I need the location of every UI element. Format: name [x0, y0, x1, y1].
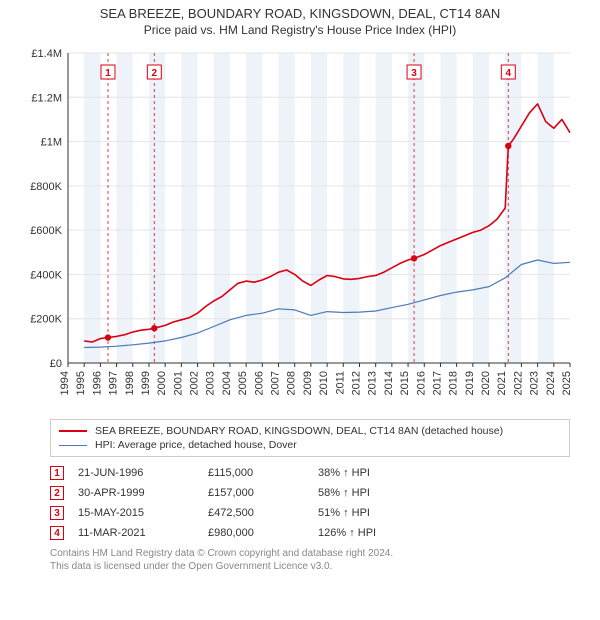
svg-text:1: 1: [105, 68, 111, 79]
legend-item: SEA BREEZE, BOUNDARY ROAD, KINGSDOWN, DE…: [59, 424, 561, 438]
svg-text:2003: 2003: [205, 371, 217, 395]
legend-swatch: [59, 430, 87, 432]
svg-text:1995: 1995: [75, 371, 87, 395]
svg-text:2008: 2008: [286, 371, 298, 395]
price-chart-svg: £0 £200K £400K £600K £800K £1M £1.2M £1.4M 1 2 3 4 1…: [20, 43, 580, 413]
sale-delta: 58% ↑ HPI: [318, 487, 458, 499]
svg-text:2023: 2023: [529, 371, 541, 395]
sale-marker: 1: [50, 466, 64, 480]
svg-text:2021: 2021: [496, 371, 508, 395]
svg-text:£1.4M: £1.4M: [31, 48, 62, 60]
svg-text:2000: 2000: [156, 371, 168, 395]
legend: SEA BREEZE, BOUNDARY ROAD, KINGSDOWN, DE…: [50, 419, 570, 457]
svg-text:2002: 2002: [189, 371, 201, 395]
sale-row: 2 30-APR-1999£157,00058% ↑ HPI: [50, 483, 570, 503]
sale-price: £980,000: [208, 527, 318, 539]
chart-title: SEA BREEZE, BOUNDARY ROAD, KINGSDOWN, DE…: [10, 6, 590, 21]
sale-date: 30-APR-1999: [78, 487, 208, 499]
svg-text:3: 3: [411, 68, 417, 79]
sale-date: 15-MAY-2015: [78, 507, 208, 519]
sale-row: 4 11-MAR-2021£980,000126% ↑ HPI: [50, 523, 570, 543]
svg-text:£1.2M: £1.2M: [31, 92, 62, 104]
svg-text:2016: 2016: [415, 371, 427, 395]
svg-text:2007: 2007: [270, 371, 282, 395]
chart-subtitle: Price paid vs. HM Land Registry's House …: [10, 23, 590, 37]
svg-text:2006: 2006: [253, 371, 265, 395]
chart-area: £0 £200K £400K £600K £800K £1M £1.2M £1.4M 1 2 3 4 1…: [20, 43, 580, 413]
svg-text:1994: 1994: [59, 371, 71, 395]
footer-attribution: Contains HM Land Registry data © Crown c…: [50, 547, 570, 573]
sale-marker: 2: [50, 486, 64, 500]
svg-text:£400K: £400K: [30, 269, 62, 281]
svg-text:£600K: £600K: [30, 225, 62, 237]
svg-text:2024: 2024: [545, 371, 557, 395]
svg-text:1996: 1996: [91, 371, 103, 395]
svg-text:4: 4: [506, 68, 512, 79]
svg-text:2020: 2020: [480, 371, 492, 395]
footer-line-1: Contains HM Land Registry data © Crown c…: [50, 547, 570, 560]
sale-price: £115,000: [208, 467, 318, 479]
sale-delta: 38% ↑ HPI: [318, 467, 458, 479]
sale-delta: 51% ↑ HPI: [318, 507, 458, 519]
sale-price: £157,000: [208, 487, 318, 499]
legend-label: SEA BREEZE, BOUNDARY ROAD, KINGSDOWN, DE…: [95, 425, 503, 437]
svg-text:2: 2: [152, 68, 158, 79]
legend-swatch: [59, 445, 87, 446]
sale-marker: 3: [50, 506, 64, 520]
svg-text:2004: 2004: [221, 371, 233, 395]
footer-line-2: This data is licensed under the Open Gov…: [50, 560, 570, 573]
svg-text:2014: 2014: [383, 371, 395, 395]
svg-text:£800K: £800K: [30, 181, 62, 193]
svg-text:2018: 2018: [448, 371, 460, 395]
sale-delta: 126% ↑ HPI: [318, 527, 458, 539]
svg-text:2001: 2001: [172, 371, 184, 395]
sale-marker: 4: [50, 526, 64, 540]
svg-text:1999: 1999: [140, 371, 152, 395]
svg-text:1997: 1997: [108, 371, 120, 395]
sale-date: 11-MAR-2021: [78, 527, 208, 539]
svg-text:2022: 2022: [512, 371, 524, 395]
svg-text:£200K: £200K: [30, 314, 62, 326]
sale-price: £472,500: [208, 507, 318, 519]
svg-text:2011: 2011: [334, 371, 346, 395]
sale-row: 1 21-JUN-1996£115,00038% ↑ HPI: [50, 463, 570, 483]
svg-text:2013: 2013: [367, 371, 379, 395]
svg-text:2015: 2015: [399, 371, 411, 395]
legend-item: HPI: Average price, detached house, Dove…: [59, 438, 561, 452]
sale-row: 3 15-MAY-2015£472,50051% ↑ HPI: [50, 503, 570, 523]
sale-date: 21-JUN-1996: [78, 467, 208, 479]
svg-text:2005: 2005: [237, 371, 249, 395]
svg-text:2009: 2009: [302, 371, 314, 395]
svg-text:£0: £0: [50, 358, 62, 370]
sales-table: 1 21-JUN-1996£115,00038% ↑ HPI 2 30-APR-199…: [50, 463, 570, 543]
svg-text:1998: 1998: [124, 371, 136, 395]
svg-text:2012: 2012: [350, 371, 362, 395]
svg-text:2019: 2019: [464, 371, 476, 395]
svg-text:2017: 2017: [431, 371, 443, 395]
svg-text:2025: 2025: [561, 371, 573, 395]
legend-label: HPI: Average price, detached house, Dove…: [95, 439, 297, 451]
svg-text:£1M: £1M: [41, 137, 62, 149]
svg-text:2010: 2010: [318, 371, 330, 395]
